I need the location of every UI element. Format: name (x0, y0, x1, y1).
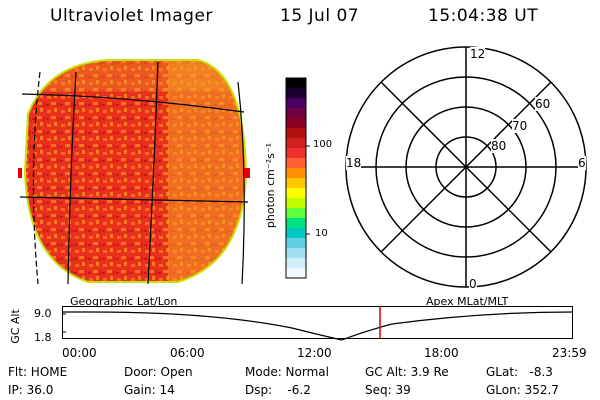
time-tick-1800: 18:00 (424, 346, 459, 360)
instrument-title: Ultraviolet Imager (50, 6, 213, 26)
uvi-earth-image (18, 59, 250, 284)
color-bar-band (286, 218, 306, 229)
color-bar-band (286, 88, 306, 99)
orbit-axis-title: GC Alt (8, 309, 22, 344)
color-bar-tick-100: 100 (313, 139, 333, 150)
orbit-altitude-curve (62, 311, 574, 341)
mlat-label-60: 60 (535, 97, 551, 111)
mlt-label-18: 18 (346, 156, 362, 170)
color-bar-tick-10: 10 (315, 228, 328, 239)
status-mode: Mode: Normal (245, 365, 329, 379)
disc-limb (23, 59, 248, 283)
color-bar-band (286, 178, 306, 189)
color-bar-band (286, 208, 306, 219)
apex-panel-title: Apex MLat/MLT (426, 295, 509, 308)
orbit-altitude-plot (62, 306, 574, 341)
color-bar-unit-label: photon cm⁻²s⁻¹ (264, 142, 278, 229)
geographic-panel-title: Geographic Lat/Lon (70, 295, 178, 308)
mlat-label-70: 70 (512, 119, 528, 133)
status-glon: GLon: 352.7 (486, 383, 559, 397)
color-bar-band (286, 158, 306, 169)
status-dsp: Dsp: -6.2 (245, 383, 311, 397)
status-flt: Flt: HOME (8, 365, 68, 379)
color-bar-band (286, 268, 306, 279)
color-bar-band (286, 148, 306, 159)
status-glat: GLat: -8.3 (486, 365, 553, 379)
geographic-grid-lines (19, 61, 249, 284)
color-bar-band (286, 228, 306, 239)
mlat-mlt-polar-grid (345, 46, 587, 288)
mlt-label-6: 6 (578, 156, 586, 170)
color-bar-gradient (286, 78, 306, 279)
mlt-label-12: 12 (470, 47, 486, 61)
orbit-ytick-9: 9.0 (34, 307, 52, 320)
color-bar-band (286, 78, 306, 89)
mlt-label-0: 0 (469, 277, 477, 291)
status-seq: Seq: 39 (365, 383, 411, 397)
time-tick-2359: 23:59 (552, 346, 587, 360)
disc-edge-marker-left (18, 168, 22, 178)
status-gc-alt: GC Alt: 3.9 Re (365, 365, 449, 379)
time-tick-0600: 06:00 (170, 346, 205, 360)
status-ip: IP: 36.0 (8, 383, 54, 397)
disc-edge-marker-right (244, 168, 250, 178)
mlat-label-80: 80 (491, 139, 507, 153)
color-bar-band (286, 128, 306, 139)
time-label: 15:04:38 UT (428, 6, 539, 26)
color-bar-band (286, 248, 306, 259)
color-bar-band (286, 168, 306, 179)
color-bar-band (286, 258, 306, 269)
color-bar-band (286, 138, 306, 149)
status-door: Door: Open (124, 365, 193, 379)
status-gain: Gain: 14 (124, 383, 175, 397)
color-bar-band (286, 198, 306, 209)
orbit-ytick-1-8: 1.8 (34, 331, 52, 344)
time-tick-1200: 12:00 (297, 346, 332, 360)
color-bar-band (286, 108, 306, 119)
color-bar-frame (285, 77, 307, 279)
color-bar-band (286, 238, 306, 249)
date-label: 15 Jul 07 (280, 6, 360, 26)
color-bar-band (286, 98, 306, 109)
color-bar (285, 77, 310, 279)
time-tick-0000: 00:00 (62, 346, 97, 360)
color-bar-band (286, 188, 306, 199)
color-bar-band (286, 118, 306, 129)
